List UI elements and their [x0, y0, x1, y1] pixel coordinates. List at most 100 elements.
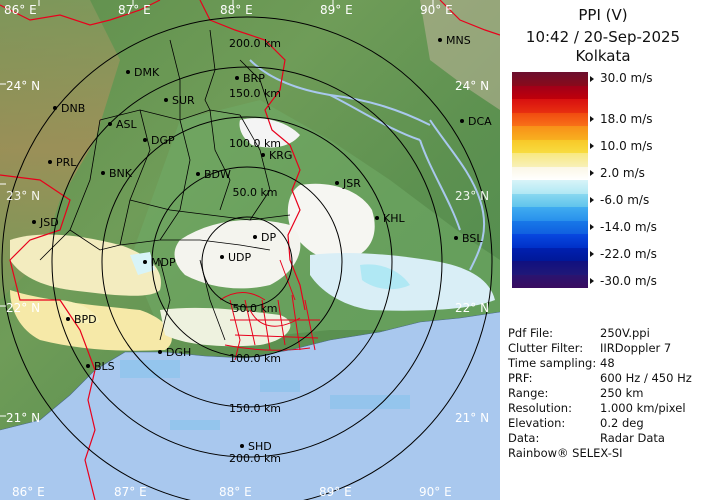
scale-swatch: [512, 220, 588, 234]
city-dot: [454, 236, 458, 240]
city-dot: [48, 160, 52, 164]
lon-label: 86° E: [12, 485, 45, 499]
software-credit: Rainbow® SELEX-SI: [508, 446, 623, 460]
lon-label: 89° E: [319, 485, 352, 499]
range-ring-250: [1, 16, 493, 500]
city-dot: [143, 138, 147, 142]
international-border: [0, 0, 500, 500]
scale-swatch: [512, 180, 588, 194]
city-dot: [235, 76, 239, 80]
city-label: MDP: [151, 256, 176, 269]
city-label: SHD: [248, 440, 272, 453]
info-value: Radar Data: [600, 431, 665, 445]
lon-label: 89° E: [320, 3, 353, 17]
ring-label-lower: 50.0 km: [232, 302, 277, 315]
city-dot: [108, 122, 112, 126]
city-dot: [253, 235, 257, 239]
city-label: DCA: [468, 115, 492, 128]
lon-label: 87° E: [118, 3, 151, 17]
city-label: DP: [261, 231, 276, 244]
city-dot: [32, 220, 36, 224]
city-label: BNK: [109, 167, 133, 180]
scale-tick-label: -22.0 m/s: [590, 247, 657, 261]
city-label: KHL: [383, 212, 405, 225]
info-value: 600 Hz / 450 Hz: [600, 371, 692, 385]
lon-label: 90° E: [419, 485, 452, 499]
lat-label: 22° N: [6, 301, 40, 315]
city-label: UDP: [228, 251, 252, 264]
lon-label: 87° E: [114, 485, 147, 499]
scale-tick-label: -14.0 m/s: [590, 220, 657, 234]
city-markers: MNS DMK BRP DNB SUR DCA ASL DGP KRG PRL BNK BDW JSR K…: [32, 34, 492, 453]
scale-tick-label: -30.0 m/s: [590, 274, 657, 288]
rivers: [249, 59, 486, 271]
info-value: 250 km: [600, 386, 644, 400]
city-dot: [335, 181, 339, 185]
info-value: 1.000 km/pixel: [600, 401, 686, 415]
info-value: 0.2 deg: [600, 416, 644, 430]
scale-tick-label: -6.0 m/s: [590, 193, 649, 207]
ring-label-lower: 200.0 km: [229, 452, 281, 465]
scale-tick-label: 18.0 m/s: [590, 112, 653, 126]
city-dot: [143, 260, 147, 264]
range-rings: [1, 16, 493, 500]
tick-arrow-icon: [590, 170, 594, 176]
info-key: Time sampling:: [508, 356, 597, 370]
radar-echoes: [10, 118, 495, 351]
range-ring-100: [151, 166, 343, 358]
ring-label-upper: 50.0 km: [232, 186, 277, 199]
tick-arrow-icon: [590, 116, 594, 122]
city-dot: [240, 444, 244, 448]
lat-label: 24° N: [6, 79, 40, 93]
scale-swatch: [512, 126, 588, 140]
ring-label-upper: 150.0 km: [229, 87, 281, 100]
ring-label-lower: 150.0 km: [229, 402, 281, 415]
city-dot: [220, 255, 224, 259]
city-label: SUR: [172, 94, 195, 107]
city-dot: [126, 70, 130, 74]
city-dot: [101, 171, 105, 175]
city-dot: [438, 38, 442, 42]
scale-swatch: [512, 139, 588, 153]
lon-label: 90° E: [420, 3, 453, 17]
city-label: BDW: [204, 168, 231, 181]
city-label: PRL: [56, 156, 77, 169]
scale-swatch: [512, 274, 588, 288]
radar-map-svg: 200.0 km 150.0 km 100.0 km 50.0 km 50.0 …: [0, 0, 500, 500]
ring-label-upper: 200.0 km: [229, 37, 281, 50]
scale-tick-label: 30.0 m/s: [590, 71, 653, 85]
city-dot: [86, 364, 90, 368]
lon-label: 86° E: [4, 3, 37, 17]
info-value: 48: [600, 356, 615, 370]
tick-arrow-icon: [590, 75, 594, 82]
city-dot: [261, 153, 265, 157]
lat-label: 22° N: [455, 301, 489, 315]
lat-label: 24° N: [455, 79, 489, 93]
info-key: PRF:: [508, 371, 533, 385]
city-label: BLS: [94, 360, 115, 373]
scale-swatch: [512, 112, 588, 126]
city-label: DNB: [61, 102, 85, 115]
city-dot: [164, 98, 168, 102]
radar-map: 200.0 km 150.0 km 100.0 km 50.0 km 50.0 …: [0, 0, 500, 500]
scale-swatch: [512, 99, 588, 113]
lon-label: 88° E: [219, 485, 252, 499]
ring-label-upper: 100.0 km: [229, 137, 281, 150]
city-label: ASL: [116, 118, 138, 131]
product-title: PPI (V): [578, 6, 628, 24]
lon-label: 88° E: [220, 3, 253, 17]
scale-tick-label: 2.0 m/s: [590, 166, 645, 180]
tick-arrow-icon: [590, 278, 594, 284]
range-ring-200: [51, 66, 443, 458]
city-dot: [66, 317, 70, 321]
tick-arrow-icon: [590, 224, 594, 230]
city-label: KRG: [269, 149, 292, 162]
lat-label: 23° N: [455, 189, 489, 203]
legend-panel: PPI (V) 10:42 / 20-Sep-2025 Kolkata 30.0…: [500, 0, 706, 500]
city-dot: [158, 350, 162, 354]
scale-swatch: [512, 166, 588, 180]
bay-of-bengal: [0, 312, 500, 500]
scale-swatch: [512, 247, 588, 261]
city-label: BSL: [462, 232, 483, 245]
range-ring-50: [201, 216, 293, 308]
